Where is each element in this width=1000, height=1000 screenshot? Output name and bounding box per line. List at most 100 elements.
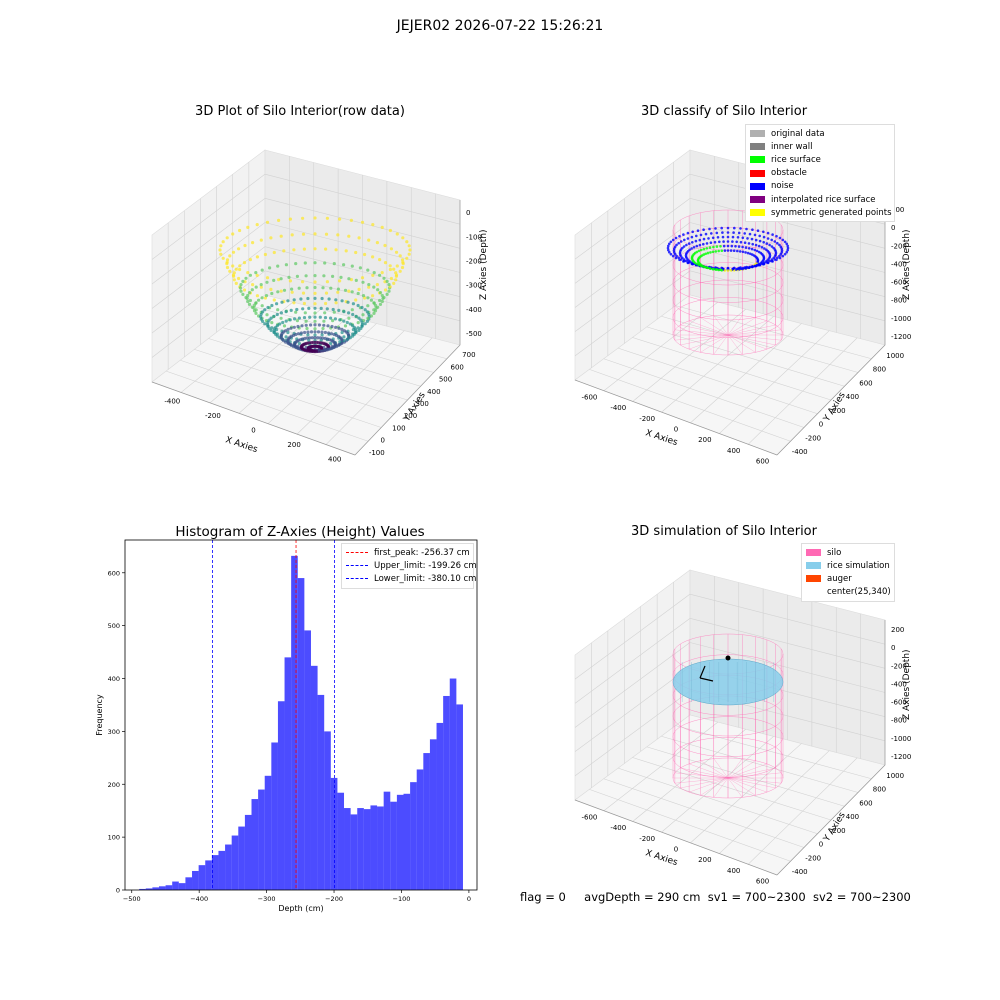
point — [383, 243, 387, 248]
legend-swatch — [750, 182, 765, 190]
point — [726, 226, 730, 230]
point — [338, 318, 342, 322]
x-tick-label: −300 — [258, 895, 276, 903]
histogram-bar — [377, 806, 384, 890]
point — [345, 337, 349, 341]
histogram-bar — [264, 775, 272, 890]
point — [677, 256, 680, 260]
point — [674, 236, 678, 240]
point — [303, 311, 307, 315]
point — [356, 321, 360, 325]
point — [706, 251, 710, 255]
point — [360, 305, 364, 310]
point — [265, 280, 269, 284]
point — [688, 248, 691, 252]
point — [735, 240, 738, 244]
silo-floor-spoke — [674, 334, 729, 341]
histogram-bar — [363, 809, 371, 890]
point — [263, 252, 267, 257]
z-tick-label: -1000 — [891, 315, 911, 323]
x-tick-label: 200 — [698, 856, 711, 864]
point — [371, 223, 375, 227]
status-footer: flag = 0 avgDepth = 290 cm sv1 = 700~230… — [520, 890, 911, 904]
point — [394, 271, 398, 275]
point — [296, 324, 300, 329]
point — [286, 299, 290, 303]
silo-floor-spoke — [727, 767, 776, 779]
x-tick-label: 600 — [756, 878, 769, 886]
point — [313, 333, 317, 337]
legend-swatch — [750, 209, 765, 217]
point — [270, 321, 274, 325]
legend-label: interpolated rice surface — [771, 194, 876, 205]
point — [756, 229, 760, 232]
point — [234, 281, 238, 285]
z-tick-label: 0 — [891, 644, 895, 652]
point — [306, 330, 310, 334]
point — [254, 285, 258, 289]
point — [343, 288, 348, 292]
silo-floor-spoke — [700, 317, 729, 336]
y-tick-label: 500 — [108, 622, 120, 630]
legend-entry: original data — [750, 127, 890, 140]
point — [338, 340, 342, 344]
point — [354, 278, 358, 282]
silo-floor-spoke — [713, 315, 729, 336]
point — [340, 330, 344, 335]
histogram-bar — [139, 888, 146, 890]
point — [785, 242, 788, 246]
point — [372, 311, 376, 315]
point — [254, 301, 258, 305]
silo-floor-spoke — [680, 324, 729, 336]
z-tick-label: -1000 — [891, 735, 911, 743]
y-tick-label: 600 — [859, 799, 872, 807]
point — [781, 254, 785, 258]
histogram-bar — [304, 630, 311, 890]
point — [371, 255, 375, 259]
point — [778, 236, 782, 240]
point — [711, 236, 715, 240]
point — [313, 336, 317, 340]
point — [292, 325, 296, 329]
x-tick-label: −200 — [325, 895, 343, 903]
point — [272, 314, 276, 318]
point — [756, 264, 760, 267]
point — [339, 275, 343, 279]
point — [667, 248, 670, 252]
point — [265, 220, 270, 224]
x-tick-label: 0 — [467, 895, 471, 903]
point — [738, 250, 742, 253]
point — [232, 271, 236, 275]
y-tick-label: 0 — [819, 421, 823, 429]
histogram-bar — [330, 777, 338, 890]
x-tick-label: 400 — [727, 447, 740, 455]
point — [313, 330, 317, 334]
y-tick-label: 1000 — [886, 772, 904, 780]
point — [369, 314, 373, 318]
silo-floor-spoke — [674, 772, 729, 779]
point — [292, 298, 296, 302]
point — [732, 249, 736, 252]
classify-plot-title: 3D classify of Silo Interior — [640, 104, 808, 119]
point — [324, 291, 329, 295]
point — [337, 342, 341, 347]
y-tick-label: 400 — [427, 388, 440, 396]
point — [272, 278, 276, 282]
silo-floor-spoke — [727, 317, 756, 336]
point — [753, 248, 757, 252]
point — [702, 237, 706, 241]
point — [327, 297, 331, 301]
point — [714, 250, 718, 253]
legend-label: obstacle — [771, 168, 807, 179]
point — [711, 267, 715, 271]
point — [400, 265, 405, 270]
point — [387, 289, 391, 293]
point — [668, 250, 671, 254]
point — [749, 252, 752, 256]
silo-floor-spoke — [689, 763, 729, 779]
point — [762, 235, 766, 239]
point — [682, 258, 686, 261]
point — [325, 307, 329, 311]
grid-line — [618, 767, 818, 835]
point — [682, 233, 685, 236]
